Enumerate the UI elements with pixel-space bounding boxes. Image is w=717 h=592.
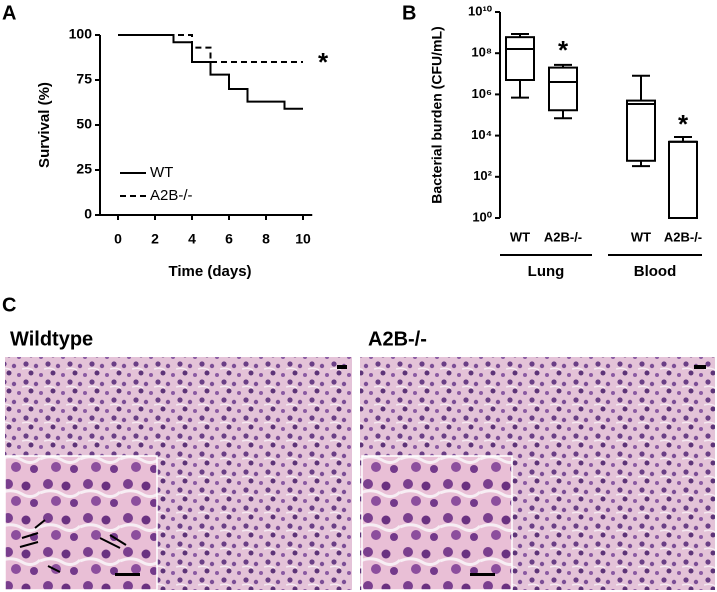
image-title: Wildtype [10,328,93,350]
x-tick-label: WT [510,229,530,244]
x-tick-label: A2B-/- [664,229,702,244]
scale-bar [115,573,140,576]
annotation: * [678,109,689,139]
y-tick-label: 10⁰ [472,209,492,224]
image-title: A2B-/- [368,328,427,350]
y-tick-label: 10¹⁰ [468,3,493,18]
x-tick-label: 6 [225,231,233,247]
box [505,36,535,82]
x-tick-label: 2 [151,231,159,247]
y-tick-label: 10⁸ [471,45,492,60]
panel-c: C Wildtype A2B-/- [2,294,715,591]
x-tick-label: WT [631,229,651,244]
y-tick-label: 50 [76,116,92,132]
y-axis-label: Bacterial burden (CFU/mL) [429,26,445,203]
box [668,140,698,220]
x-axis-label: Time (days) [168,263,251,280]
scale-bar [337,365,347,369]
annotation: * [318,47,329,77]
y-tick-label: 0 [84,206,92,222]
x-tick-label: A2B-/- [544,229,582,244]
y-tick-label: 10⁶ [472,86,492,101]
survival-line [118,34,303,63]
box [548,66,578,112]
y-tick-label: 75 [76,71,92,87]
x-tick-label: 0 [114,231,122,247]
x-tick-label: 10 [295,231,311,247]
scale-bar [694,365,706,369]
survival-line [118,34,303,110]
arrows [19,519,127,573]
inset-image [4,455,158,591]
group-label: Lung [528,263,565,280]
y-tick-label: 100 [69,26,93,42]
annotation: * [558,35,569,65]
box [626,99,656,162]
y-tick-label: 10⁴ [471,127,492,142]
panel-label: C [2,294,16,316]
y-tick-label: 10² [473,168,492,183]
scale-bar [470,573,495,576]
group-label: Blood [634,263,677,280]
legend-label: WT [150,164,173,181]
y-tick-label: 25 [76,161,92,177]
panel-label: A [2,2,16,24]
x-tick-label: 8 [262,231,270,247]
legend-label: A2B-/- [150,187,193,204]
panel-label: B [402,2,416,24]
y-axis-label: Survival (%) [36,82,53,168]
x-tick-label: 4 [188,231,196,247]
inset-image [361,455,513,591]
